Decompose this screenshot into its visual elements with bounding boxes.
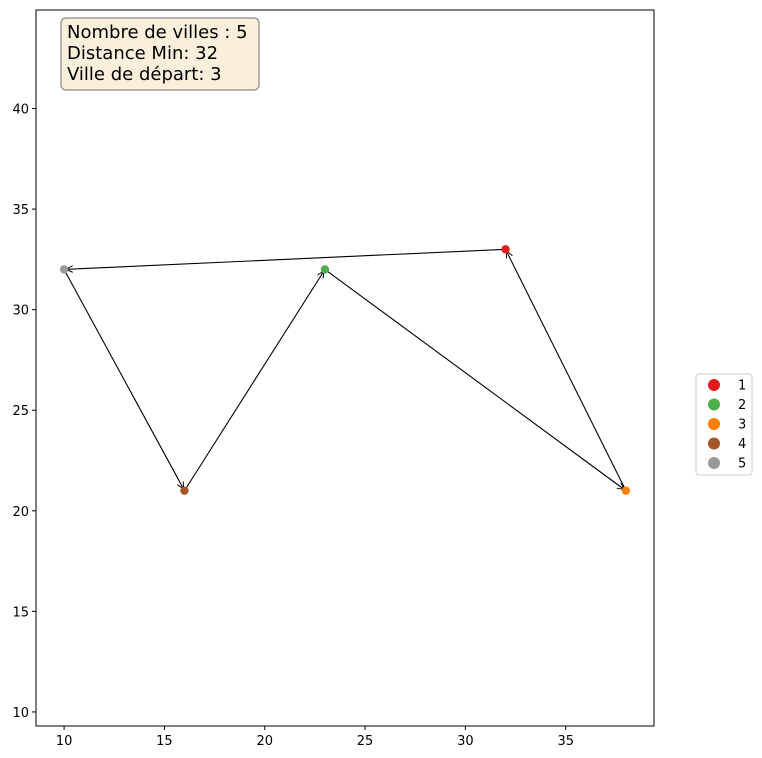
city-point-2 (320, 265, 330, 274)
route-arrow-5-to-4 (64, 270, 183, 489)
y-tick-label: 30 (12, 304, 29, 319)
legend-label-5: 5 (738, 457, 746, 472)
y-tick-label: 35 (12, 203, 29, 218)
route-arrow-1-to-5 (66, 248, 504, 269)
legend-marker-2 (708, 398, 720, 411)
city-point-4 (180, 486, 189, 495)
route-arrow-3-to-1 (506, 251, 626, 490)
legend-frame (695, 373, 753, 476)
x-tick-label: 25 (357, 734, 374, 749)
legend-marker-4 (708, 437, 720, 450)
y-tick-label: 10 (12, 706, 29, 721)
city-point-3 (621, 486, 631, 495)
legend-marker-5 (708, 457, 720, 469)
x-tick-label: 15 (156, 734, 173, 749)
x-tick-label: 10 (56, 734, 73, 749)
y-tick-label: 20 (12, 505, 29, 520)
legend-label-1: 1 (738, 379, 746, 394)
info-box-start-city: Ville de départ: 3 (67, 64, 222, 85)
legend-label-2: 2 (738, 398, 746, 413)
route-edges (64, 248, 626, 490)
y-tick-label: 40 (12, 103, 29, 118)
legend-marker-3 (708, 418, 720, 430)
y-tick-label: 15 (12, 605, 29, 620)
x-tick-label: 35 (557, 734, 574, 749)
city-point-1 (501, 245, 510, 254)
info-box: Nombre de villes : 5 Distance Min: 32 Vi… (60, 17, 260, 91)
route-arrow-2-to-3 (326, 270, 625, 490)
info-box-min-distance: Distance Min: 32 (67, 43, 218, 64)
legend-label-3: 3 (738, 418, 746, 433)
x-axis-ticks: 10 15 20 25 30 35 (56, 726, 574, 749)
legend: 1 2 3 4 5 (695, 373, 753, 476)
info-box-city-count: Nombre de villes : 5 (67, 22, 248, 43)
y-tick-label: 25 (12, 404, 29, 419)
x-tick-label: 30 (457, 734, 474, 749)
city-points (59, 245, 631, 495)
y-axis-ticks: 10 15 20 25 30 35 40 (12, 103, 36, 721)
info-box-background (60, 17, 260, 91)
city-point-5 (59, 265, 69, 274)
x-tick-label: 20 (256, 734, 273, 749)
plot-area-frame (35, 9, 655, 727)
route-arrow-4-to-2 (185, 271, 324, 490)
legend-marker-1 (708, 379, 720, 391)
legend-label-4: 4 (738, 437, 746, 452)
